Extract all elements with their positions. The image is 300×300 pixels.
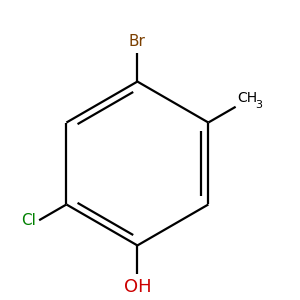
- Text: 3: 3: [256, 100, 262, 110]
- Text: CH: CH: [237, 91, 257, 105]
- Text: OH: OH: [124, 278, 151, 296]
- Text: Br: Br: [129, 34, 146, 50]
- Text: Cl: Cl: [21, 213, 36, 228]
